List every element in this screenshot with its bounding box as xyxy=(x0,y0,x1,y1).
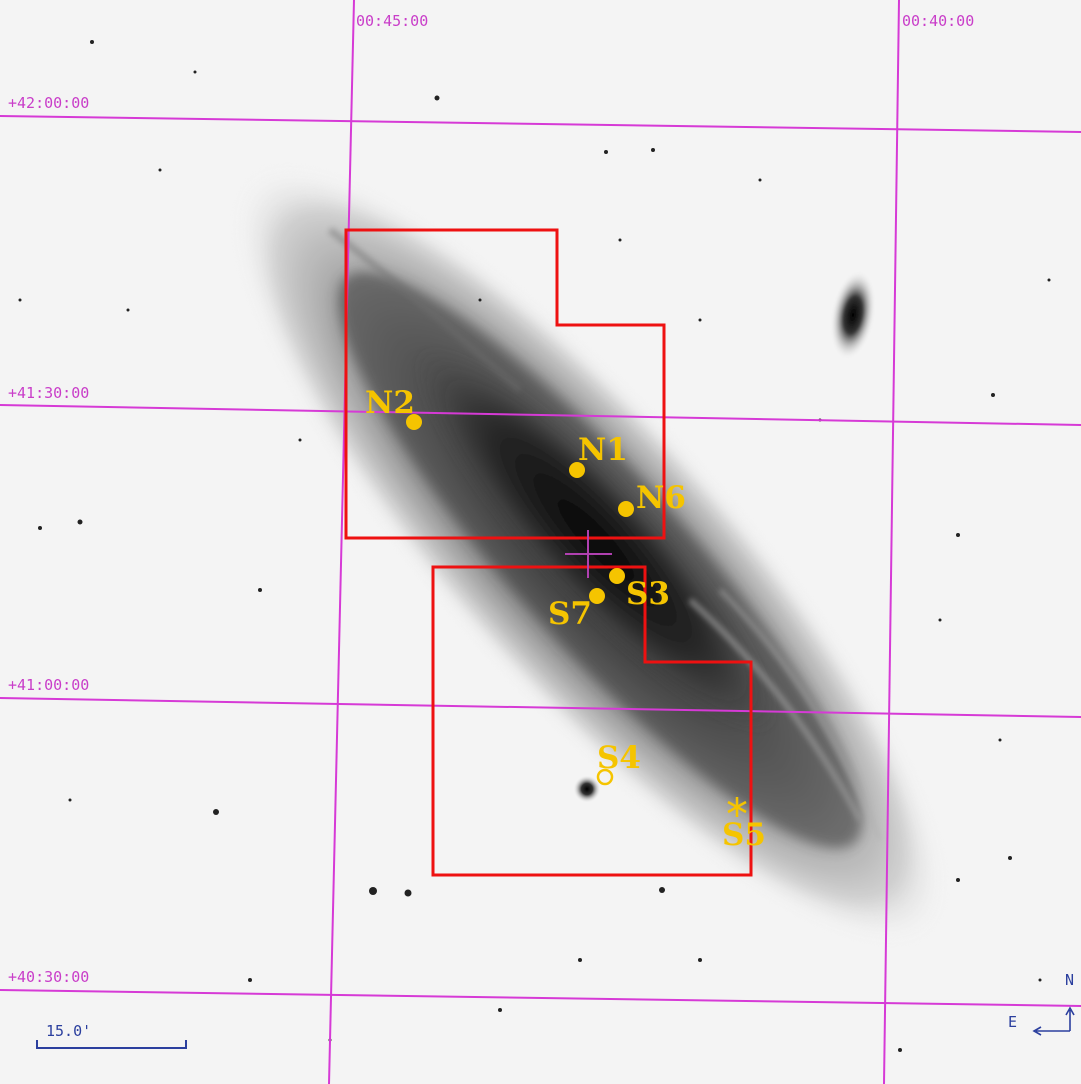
position-n2-marker xyxy=(406,414,422,430)
grid-line-ra-00-45 xyxy=(328,0,355,1084)
ra-label-00-40: 00:40:00 xyxy=(902,12,974,30)
scale-bar: 15.0' xyxy=(36,1022,187,1049)
compass-north-arrow-icon xyxy=(1065,1006,1075,1031)
dec-label-42-00: +42:00:00 xyxy=(8,94,89,112)
position-n1-label: N1 xyxy=(578,432,628,468)
dec-label-41-00: +41:00:00 xyxy=(8,676,89,694)
position-n6-label: N6 xyxy=(636,480,686,516)
grid-line-dec-40-30 xyxy=(0,989,1081,1007)
grid-line-dec-42-00 xyxy=(0,115,1081,133)
compass-rose: N E xyxy=(1008,971,1075,1036)
compass-east-label: E xyxy=(1008,1013,1017,1031)
pointing-positions: N2 N1 N6 S3 S7 S4 S5 xyxy=(365,385,766,853)
field-stars xyxy=(18,40,1051,1052)
dec-label-40-30: +40:30:00 xyxy=(8,968,89,986)
satellite-galaxy-m110 xyxy=(829,269,877,361)
position-s3-marker xyxy=(609,568,625,584)
position-n6-marker xyxy=(618,501,634,517)
grid-line-dec-41-30 xyxy=(0,404,1081,426)
compass-north-label: N xyxy=(1065,971,1074,989)
position-s7-marker xyxy=(589,588,605,604)
dec-label-41-30: +41:30:00 xyxy=(8,384,89,402)
position-s7-label: S7 xyxy=(548,596,592,632)
position-s5-asterisk-icon xyxy=(727,797,747,817)
south-field-outline xyxy=(431,565,753,877)
position-s4-marker xyxy=(596,768,614,786)
satellite-galaxy-m32 xyxy=(573,775,601,803)
ra-label-00-45: 00:45:00 xyxy=(356,12,428,30)
position-s3-label: S3 xyxy=(626,576,670,612)
centre-cross-marker xyxy=(565,530,612,578)
position-n1-marker xyxy=(569,462,585,478)
position-n2-label: N2 xyxy=(365,385,415,421)
compass-east-arrow-icon xyxy=(1032,1026,1070,1036)
grid-line-ra-00-40 xyxy=(883,0,900,1084)
position-s4-label: S4 xyxy=(597,740,641,776)
position-s5-label: S5 xyxy=(722,817,766,853)
scale-bar-label: 15.0' xyxy=(46,1022,91,1040)
grid-line-dec-41-00 xyxy=(0,697,1081,718)
north-field-outline xyxy=(344,228,666,540)
